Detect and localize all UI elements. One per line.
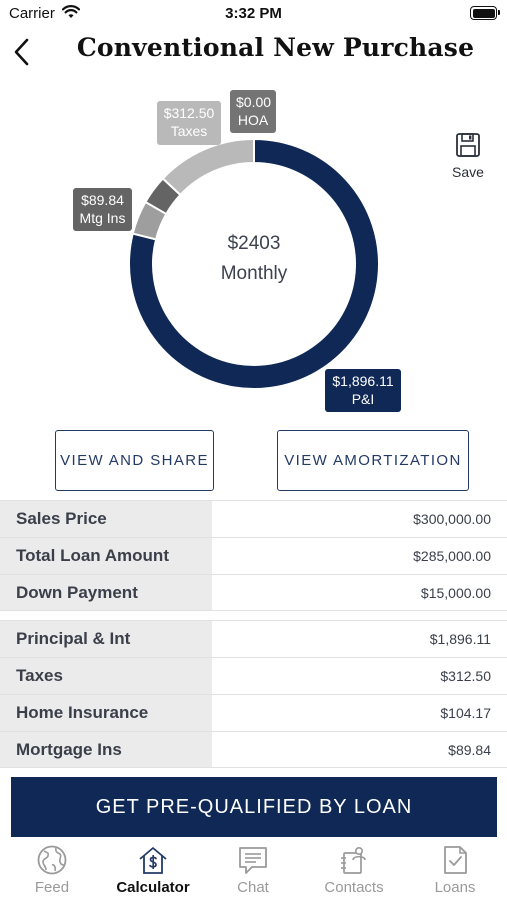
battery-icon: [470, 6, 500, 20]
view-amortization-button[interactable]: VIEW AMORTIZATION: [277, 430, 469, 491]
payment-breakdown-table: Principal & Int $1,896.11 Taxes $312.50 …: [0, 620, 507, 768]
pi-chart-label: $1,896.11 P&I: [325, 369, 401, 412]
table-row: Home Insurance $104.17: [0, 694, 507, 731]
table-row: Mortgage Ins $89.84: [0, 731, 507, 768]
get-pre-qualified-button[interactable]: GET PRE-QUALIFIED BY LOAN: [11, 777, 497, 837]
pi-chart-name: P&I: [351, 391, 375, 407]
row-value: $89.84: [448, 741, 491, 758]
tab-chat[interactable]: Chat: [203, 844, 303, 900]
house-dollar-icon: [139, 847, 167, 874]
taxes-chart-amount: $312.50: [163, 105, 215, 121]
row-value: $312.50: [440, 668, 491, 684]
row-value: $104.17: [440, 705, 491, 721]
tab-loans[interactable]: Loans: [405, 844, 505, 900]
tab-contacts[interactable]: Contacts: [304, 844, 404, 900]
payment-donut-chart: $312.50 Taxes $0.00 HOA $89.84 Mtg Ins $…: [0, 80, 507, 420]
taxes-chart-name: Taxes: [170, 123, 208, 139]
clock: 3:32 PM: [225, 5, 282, 22]
hoa-chart-label: $0.00 HOA: [230, 90, 276, 133]
row-label: Principal & Int: [0, 621, 212, 657]
tab-calculator[interactable]: Calculator: [103, 844, 203, 900]
row-label: Taxes: [0, 658, 212, 694]
page-title: Conventional New Purchase: [76, 33, 475, 62]
back-button[interactable]: [10, 36, 38, 68]
table-row: Total Loan Amount $285,000.00: [0, 537, 507, 574]
floppy-disk-icon: [456, 133, 480, 157]
table-row: Taxes $312.50: [0, 657, 507, 694]
pi-chart-amount: $1,896.11: [332, 373, 394, 389]
contacts-icon: [341, 846, 366, 874]
row-label: Total Loan Amount: [0, 538, 212, 574]
table-row: Sales Price $300,000.00: [0, 500, 507, 537]
row-value: $15,000.00: [420, 584, 491, 601]
row-label: Mortgage Ins: [0, 732, 212, 767]
table-row: Principal & Int $1,896.11: [0, 620, 507, 657]
donut-slice-p-i: [128, 137, 380, 390]
row-label: Down Payment: [0, 575, 212, 610]
tab-label: Feed: [34, 879, 70, 896]
taxes-chart-label: $312.50 Taxes: [157, 101, 221, 145]
donut-svg: [128, 137, 380, 390]
wifi-icon: [61, 5, 81, 24]
monthly-label: Monthly: [220, 263, 288, 284]
status-bar: Carrier 3:32 PM: [0, 0, 507, 28]
loan-summary-table: Sales Price $300,000.00 Total Loan Amoun…: [0, 500, 507, 611]
hoa-chart-name: HOA: [237, 112, 269, 128]
mtg-ins-chart-amount: $89.84: [81, 192, 124, 208]
chevron-left-icon: [14, 38, 29, 66]
tab-label: Contacts: [324, 879, 384, 896]
mtg-ins-chart-name: Mtg Ins: [79, 210, 126, 226]
save-label: Save: [452, 164, 484, 180]
tab-feed[interactable]: Feed: [2, 844, 102, 900]
row-value: $1,896.11: [429, 631, 491, 647]
mtg-ins-chart-label: $89.84 Mtg Ins: [73, 188, 132, 231]
row-label: Home Insurance: [0, 695, 212, 731]
tab-bar: Feed Calculator Chat Contacts: [0, 840, 507, 900]
monthly-total: $2403: [227, 233, 281, 254]
save-button[interactable]: Save: [447, 132, 489, 182]
tab-label: Calculator: [116, 879, 190, 896]
nav-header: Conventional New Purchase: [0, 28, 507, 76]
row-value: $285,000.00: [413, 548, 491, 564]
document-check-icon: [444, 846, 467, 874]
carrier-label: Carrier: [9, 5, 55, 22]
chat-bubble-icon: [239, 847, 267, 874]
hoa-chart-amount: $0.00: [236, 94, 272, 110]
tab-label: Chat: [237, 879, 269, 896]
globe-icon: [37, 845, 67, 875]
view-and-share-button[interactable]: VIEW AND SHARE: [55, 430, 214, 491]
donut-slice-taxes: [161, 137, 255, 197]
row-value: $300,000.00: [413, 511, 491, 527]
table-row: Down Payment $15,000.00: [0, 574, 507, 611]
row-label: Sales Price: [0, 501, 212, 537]
tab-label: Loans: [434, 879, 476, 896]
